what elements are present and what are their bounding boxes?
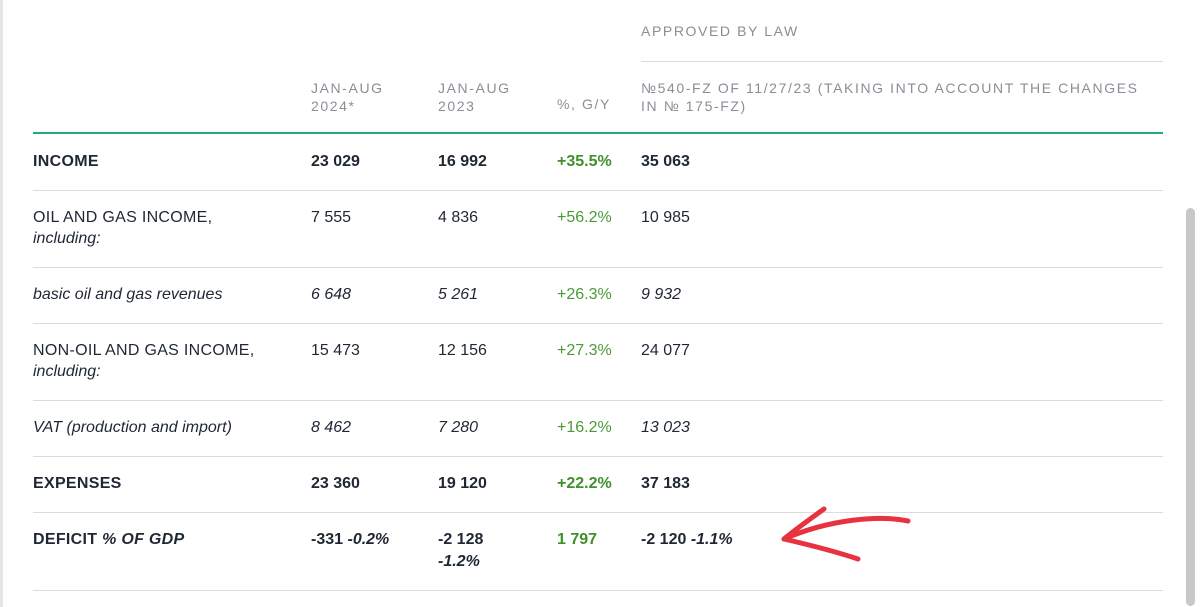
value-pct: +22.2% bbox=[557, 475, 612, 492]
value-law: -2 120 -1.1% bbox=[641, 529, 733, 550]
value-pct: +26.3% bbox=[557, 286, 612, 303]
approved-by-law-heading: APPROVED BY LAW bbox=[641, 23, 799, 39]
row-label: basic oil and gas revenues bbox=[33, 286, 223, 303]
value-pct: +35.5% bbox=[557, 153, 612, 170]
row-label: OIL AND GAS INCOME, bbox=[33, 209, 213, 226]
value-law: 9 932 bbox=[641, 286, 682, 303]
value-law: 10 985 bbox=[641, 209, 690, 226]
row-label: EXPENSES bbox=[33, 475, 122, 492]
row-divider bbox=[33, 590, 1163, 591]
value-law: 37 183 bbox=[641, 475, 690, 492]
value-2024: -331 -0.2% bbox=[311, 529, 389, 550]
scrollbar-thumb[interactable] bbox=[1186, 208, 1195, 606]
value-2024: 23 029 bbox=[311, 153, 360, 170]
deficit-law-pct: -1.1% bbox=[690, 531, 733, 548]
col-header-jan-aug-2023: JAN-AUG 2023 bbox=[438, 80, 511, 114]
row-divider bbox=[33, 267, 1163, 268]
deficit-2023-amount: -2 128 bbox=[438, 531, 484, 548]
deficit-label: DEFICIT bbox=[33, 531, 98, 548]
row-label: DEFICIT % OF GDP bbox=[33, 529, 185, 550]
value-2024: 8 462 bbox=[311, 419, 352, 436]
deficit-gdp-label: % OF GDP bbox=[102, 531, 185, 548]
value-2024: 6 648 bbox=[311, 286, 352, 303]
approved-by-law-divider bbox=[641, 61, 1163, 62]
row-sublabel: including: bbox=[33, 363, 101, 380]
value-2024: 7 555 bbox=[311, 209, 352, 226]
row-divider bbox=[33, 190, 1163, 191]
value-2024: 15 473 bbox=[311, 342, 360, 359]
value-law: 35 063 bbox=[641, 153, 690, 170]
header-accent-rule bbox=[33, 132, 1163, 134]
value-2023: 12 156 bbox=[438, 342, 487, 359]
value-pct: +56.2% bbox=[557, 209, 612, 226]
deficit-2024-pct: -0.2% bbox=[347, 531, 390, 548]
value-2023: 4 836 bbox=[438, 209, 479, 226]
row-label: VAT (production and import) bbox=[33, 419, 232, 436]
red-arrow-annotation bbox=[781, 506, 911, 562]
value-law: 24 077 bbox=[641, 342, 690, 359]
value-diff: 1 797 bbox=[557, 531, 598, 548]
value-pct: +27.3% bbox=[557, 342, 612, 359]
value-pct: +16.2% bbox=[557, 419, 612, 436]
left-edge-bar bbox=[0, 0, 3, 607]
deficit-2023-pct: -1.2% bbox=[438, 553, 480, 570]
deficit-law-amount: -2 120 bbox=[641, 531, 687, 548]
value-law: 13 023 bbox=[641, 419, 690, 436]
col-header-law: №540-FZ OF 11/27/23 (TAKING INTO ACCOUNT… bbox=[641, 80, 1139, 114]
value-2023: 5 261 bbox=[438, 286, 479, 303]
value-2023: 19 120 bbox=[438, 475, 487, 492]
value-2024: 23 360 bbox=[311, 475, 360, 492]
value-2023: -2 128 bbox=[438, 529, 483, 550]
row-divider bbox=[33, 456, 1163, 457]
row-divider bbox=[33, 400, 1163, 401]
row-divider bbox=[33, 512, 1163, 513]
col-header-jan-aug-2024: JAN-AUG 2024* bbox=[311, 80, 384, 114]
row-label: INCOME bbox=[33, 153, 99, 170]
deficit-2024-amount: -331 bbox=[311, 531, 344, 548]
value-2023: 16 992 bbox=[438, 153, 487, 170]
value-2023: 7 280 bbox=[438, 419, 479, 436]
col-header-pct-gy: %, G/Y bbox=[557, 96, 611, 112]
row-label: NON-OIL AND GAS INCOME, bbox=[33, 342, 255, 359]
row-divider bbox=[33, 323, 1163, 324]
row-sublabel: including: bbox=[33, 230, 101, 247]
